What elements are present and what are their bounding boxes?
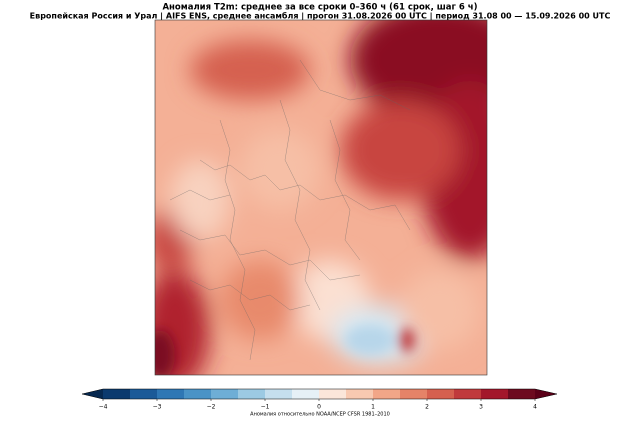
colorbar-swatch xyxy=(130,389,158,399)
colorbar-swatch xyxy=(427,389,455,399)
colorbar-swatch xyxy=(157,389,185,399)
colorbar-swatch xyxy=(373,389,401,399)
colorbar-swatch xyxy=(346,389,374,399)
map-frame xyxy=(154,19,488,376)
colorbar-tick-label: 3 xyxy=(479,404,483,411)
colorbar-swatch xyxy=(292,389,320,399)
colorbar-swatch xyxy=(400,389,428,399)
colorbar-swatch xyxy=(103,389,131,399)
colorbar-tick-label: 4 xyxy=(533,404,537,411)
colorbar-extend-over xyxy=(535,389,557,399)
colorbar-tick-label: −1 xyxy=(261,404,270,411)
map-field xyxy=(155,20,487,375)
colorbar-swatch xyxy=(238,389,266,399)
colorbar-swatch xyxy=(454,389,482,399)
map-title: Аномалия T2m: среднее за все сроки 0–360… xyxy=(162,3,477,13)
colorbar-swatch xyxy=(508,389,536,399)
colorbar-tick-label: 2 xyxy=(425,404,429,411)
colorbar-swatch xyxy=(184,389,212,399)
colorbar-swatch xyxy=(319,389,347,399)
colorbar-swatch xyxy=(211,389,239,399)
colorbar-tick-label: −2 xyxy=(207,404,216,411)
map-subtitle: Европейская Россия и Урал | AIFS ENS, ср… xyxy=(30,11,611,21)
colorbar-tick-label: 1 xyxy=(371,404,375,411)
colorbar-tick-label: −4 xyxy=(99,404,108,411)
colorbar-swatch xyxy=(265,389,293,399)
colorbar-extend-under xyxy=(82,389,103,399)
colorbar-label: Аномалия относительно NOAA/NCEP CFSR 198… xyxy=(250,412,390,418)
colorbar-tick-label: −3 xyxy=(153,404,162,411)
colorbar-tick-label: 0 xyxy=(317,404,321,411)
colorbar-swatch xyxy=(481,389,509,399)
colorbar: −4 −3 −2 −1 0 1 2 3 4 xyxy=(81,388,558,411)
